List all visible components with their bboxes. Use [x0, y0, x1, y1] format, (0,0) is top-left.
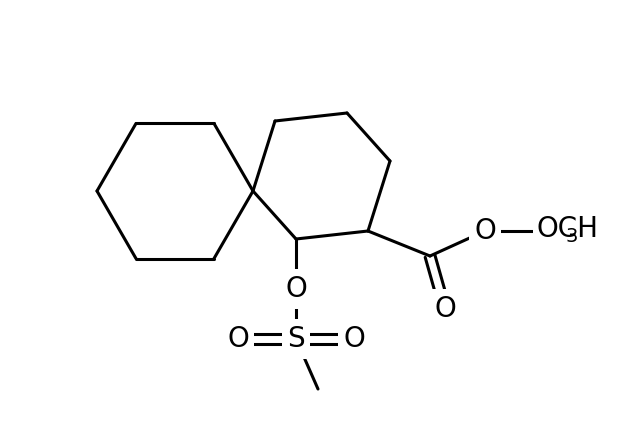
Text: O: O — [474, 217, 496, 245]
Text: O: O — [343, 325, 365, 353]
Text: OCH: OCH — [537, 215, 599, 243]
Text: O: O — [434, 295, 456, 323]
Text: O: O — [285, 275, 307, 303]
Text: O: O — [227, 325, 249, 353]
Text: S: S — [287, 325, 305, 353]
Text: 3: 3 — [566, 227, 578, 245]
